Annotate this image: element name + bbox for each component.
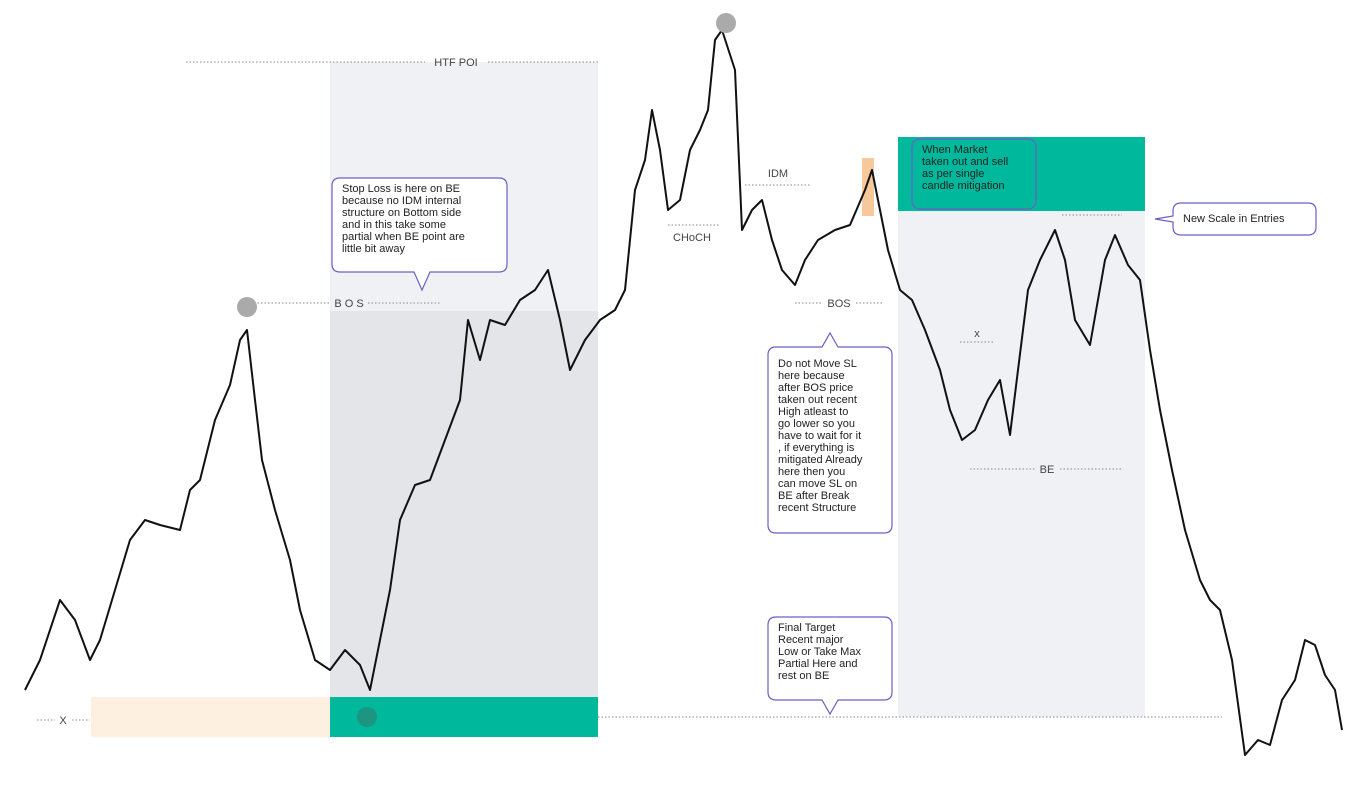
- callout-box: [767, 331, 893, 534]
- callout-text: Do not Move SL: [778, 358, 857, 370]
- callout-text: here then you: [778, 466, 845, 478]
- label: X: [59, 715, 67, 727]
- label: CHoCH: [673, 232, 711, 244]
- callout-text: rest on BE: [778, 670, 829, 682]
- callout-text: have to wait for it: [778, 430, 861, 442]
- callout-text: taken out recent: [778, 394, 857, 406]
- zone: [91, 697, 330, 737]
- callout-text: Stop Loss is here on BE: [342, 183, 460, 195]
- callout-text: go lower so you: [778, 418, 855, 430]
- callout-text: mitigated Already: [778, 454, 863, 466]
- callout-text: after BOS price: [778, 382, 853, 394]
- callout-text: New Scale in Entries: [1183, 213, 1285, 225]
- callout-text: Final Target: [778, 622, 835, 634]
- callout-text: partial when BE point are: [342, 231, 465, 243]
- callout-text: When Market: [922, 144, 987, 156]
- callout-text: little bit away: [342, 243, 405, 255]
- callout-box: [767, 616, 893, 716]
- callout-text: Partial Here and: [778, 658, 858, 670]
- callout-box: [331, 177, 508, 292]
- label: x: [974, 328, 980, 340]
- callout-text: High atleast to: [778, 406, 848, 418]
- callout-text: as per single: [922, 168, 984, 180]
- price-path: [24, 29, 1343, 756]
- callout-text: Recent major: [778, 634, 844, 646]
- zone: [330, 311, 598, 697]
- callout-box: [1154, 202, 1317, 236]
- zone: [862, 158, 874, 216]
- callout-text: BE after Break: [778, 490, 850, 502]
- label: BE: [1040, 464, 1055, 476]
- marker: [237, 297, 257, 317]
- callout-text: and in this take some: [342, 219, 446, 231]
- label: HTF POI: [434, 57, 477, 69]
- callout-text: structure on Bottom side: [342, 207, 461, 219]
- label: BOS: [827, 298, 850, 310]
- marker: [357, 707, 377, 727]
- zone: [898, 211, 1145, 717]
- callout-text: , if everything is: [778, 442, 855, 454]
- marker: [716, 13, 736, 33]
- callout-text: can move SL on: [778, 478, 857, 490]
- callout-text: candle mitigation: [922, 180, 1005, 192]
- callout-text: here because: [778, 370, 845, 382]
- callout-text: because no IDM internal: [342, 195, 461, 207]
- callout-box: [911, 138, 1037, 210]
- callout-text: Low or Take Max: [778, 646, 861, 658]
- callout-text: recent Structure: [778, 502, 856, 514]
- label: IDM: [768, 168, 788, 180]
- callout-text: taken out and sell: [922, 156, 1008, 168]
- label: B O S: [334, 298, 363, 310]
